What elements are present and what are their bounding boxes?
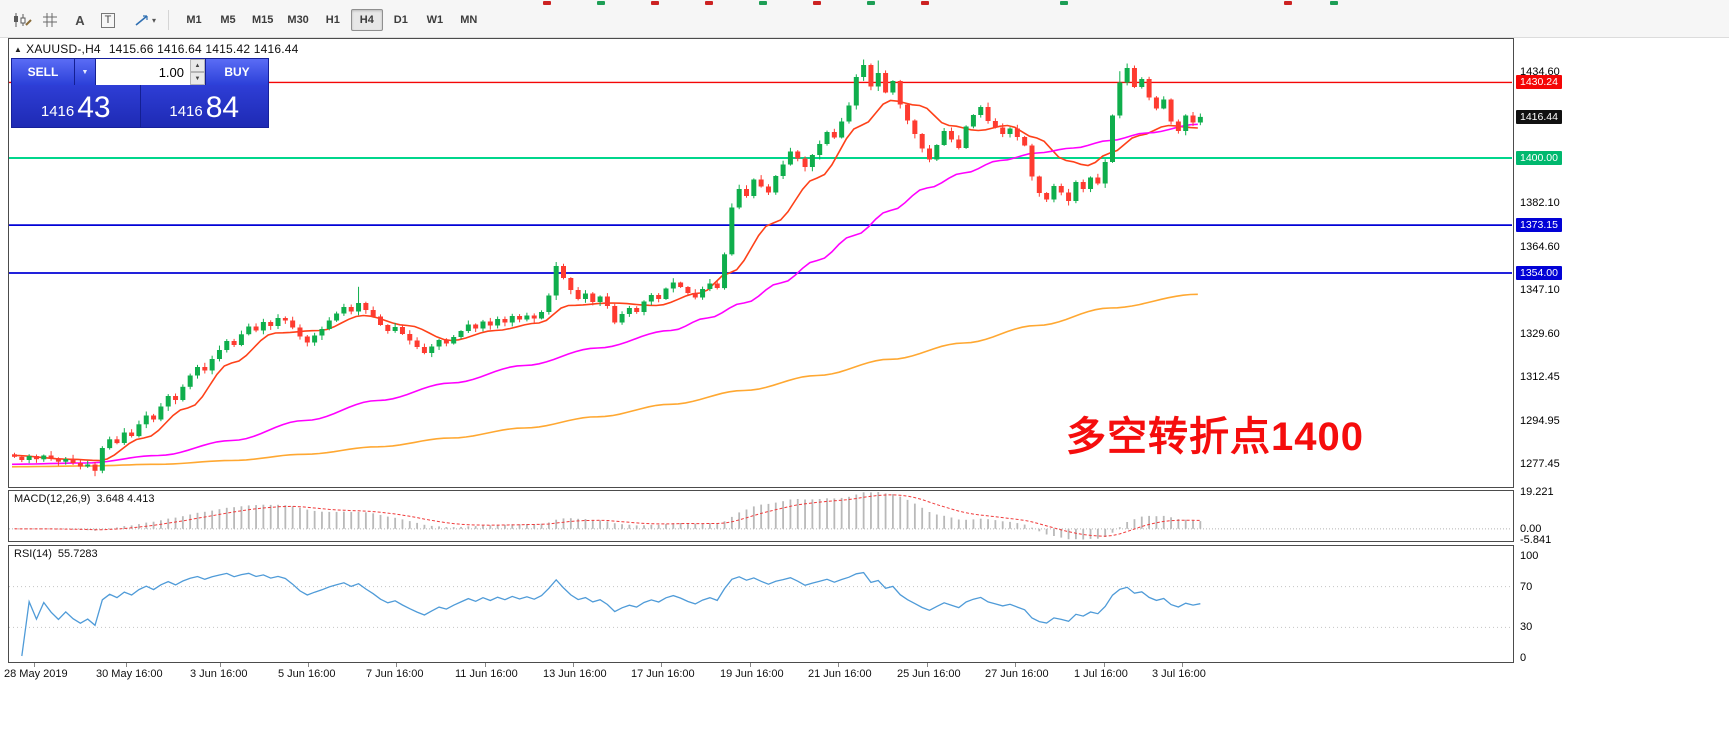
sell-price[interactable]: 1416 43 [12, 85, 141, 127]
ticker-mark [705, 1, 713, 5]
volume-stepper: ▲ ▼ [190, 59, 205, 85]
label-tool-icon[interactable]: A [68, 9, 92, 31]
macd-title: MACD(12,26,9) [14, 493, 91, 505]
ticker-mark [651, 1, 659, 5]
rsi-title: RSI(14) [14, 548, 52, 560]
timeframe-m15[interactable]: M15 [252, 14, 274, 26]
chart-ohlc-line: ▲ XAUUSD-,H4 1415.66 1416.64 1415.42 1416.… [14, 42, 299, 56]
volume-dropdown-icon[interactable]: ▼ [75, 59, 96, 85]
buy-price-big: 84 [205, 91, 240, 124]
volume-down-icon[interactable]: ▼ [190, 72, 205, 85]
timeframe-mn[interactable]: MN [460, 14, 478, 26]
ticker-mark [921, 1, 929, 5]
ticker-mark [1284, 1, 1292, 5]
rsi-indicator-label: RSI(14) 55.7283 [14, 548, 98, 560]
ma-slow [11, 293, 1198, 468]
grid-glyph [43, 13, 57, 27]
timeframe-buttons: M1 M5 M15 M30 H1 H4 D1 W1 MN [178, 9, 487, 31]
toolbar: A T ▾ M1 M5 M15 M30 H1 H4 D1 W1 MN [0, 0, 1729, 38]
ticker-mark [597, 1, 605, 5]
timeframe-m5[interactable]: M5 [220, 14, 236, 26]
macd-values: 3.648 4.413 [96, 493, 155, 505]
sell-button[interactable]: SELL [12, 59, 75, 85]
timeframe-w1[interactable]: W1 [426, 14, 444, 26]
trendline-glyph [135, 15, 148, 26]
volume-up-icon[interactable]: ▲ [190, 59, 205, 72]
one-click-trading-panel: SELL ▼ 1.00 ▲ ▼ BUY 1416 43 1416 84 [11, 58, 269, 128]
panel-collapse-icon[interactable]: ▲ [14, 45, 23, 54]
ticker-mark [813, 1, 821, 5]
ohlc-values: 1415.66 1416.64 1415.42 1416.44 [108, 42, 299, 56]
ma-mid [11, 123, 1198, 466]
ticker-mark [759, 1, 767, 5]
sell-price-main: 1416 [40, 103, 75, 120]
drawing-tools-dropdown[interactable]: ▾ [126, 9, 164, 31]
buy-button[interactable]: BUY [205, 59, 268, 85]
ticker-mark [867, 1, 875, 5]
text-tool-icon[interactable]: T [96, 9, 120, 31]
grid-icon[interactable] [38, 9, 62, 31]
chevron-down-icon: ▾ [151, 15, 156, 25]
text-t-glyph: T [100, 12, 116, 28]
volume-input[interactable]: 1.00 [96, 59, 190, 85]
sell-price-big: 43 [77, 91, 111, 124]
candlestick-pen-glyph [14, 13, 32, 27]
timeframe-h1[interactable]: H1 [325, 14, 340, 26]
timeframe-m30[interactable]: M30 [287, 14, 309, 26]
timeframe-h4[interactable]: H4 [350, 9, 383, 31]
buy-price[interactable]: 1416 84 [141, 85, 269, 127]
toolbar-separator [168, 10, 169, 30]
timeframe-m1[interactable]: M1 [186, 14, 202, 26]
indicators-icon[interactable] [10, 9, 34, 31]
buy-price-main: 1416 [169, 103, 203, 120]
ticker-mark [543, 1, 551, 5]
chart-annotation-text: 多空转折点1400 [1066, 415, 1364, 459]
rsi-value: 55.7283 [57, 548, 98, 560]
label-a-glyph: A [75, 12, 85, 28]
ticker-mark [1060, 1, 1068, 5]
ticker-mark [1330, 1, 1338, 5]
ma-fast [11, 99, 1198, 462]
macd-indicator-label: MACD(12,26,9) 3.648 4.413 [14, 493, 155, 505]
timeframe-d1[interactable]: D1 [393, 14, 408, 26]
symbol-name: XAUUSD-,H4 [26, 42, 101, 56]
